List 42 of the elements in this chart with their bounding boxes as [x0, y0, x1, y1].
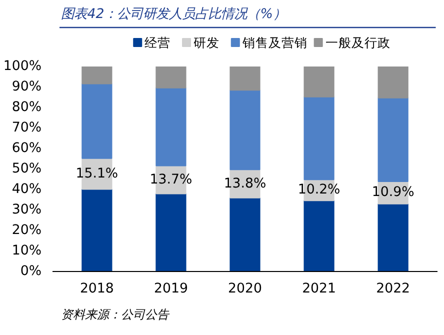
bar	[82, 188, 112, 272]
y-tick-label: 70%	[12, 120, 42, 136]
x-tick-label: 2020	[228, 282, 262, 296]
y-tick-label: 40%	[12, 182, 42, 197]
x-tick-label: 2022	[376, 282, 410, 296]
bar	[230, 197, 260, 272]
x-tick-label: 2018	[80, 282, 114, 296]
legend-label: 销售及营销	[241, 35, 308, 50]
x-tick-label: 2021	[302, 282, 336, 296]
legend-label: 经营	[144, 35, 171, 50]
y-tick-label: 20%	[12, 223, 42, 238]
legend-label: 研发	[193, 35, 220, 50]
y-tick-label: 100%	[3, 59, 42, 74]
legend-label: 一般及行政	[325, 35, 390, 50]
data-label: 15.1%	[76, 166, 118, 182]
bar	[304, 200, 334, 272]
y-tick-label: 10%	[12, 244, 42, 258]
y-tick-label: 90%	[12, 80, 42, 94]
bar	[156, 87, 186, 166]
bar	[230, 90, 260, 170]
bar	[304, 66, 334, 98]
bar	[156, 193, 186, 272]
data-label: 10.9%	[372, 185, 414, 200]
y-tick-label: 0%	[20, 264, 42, 279]
x-tick-label: 2019	[154, 282, 188, 296]
bar	[304, 96, 334, 180]
bar	[378, 203, 408, 272]
data-label: 10.2%	[298, 182, 340, 198]
bar	[230, 66, 260, 91]
data-label: 13.8%	[224, 176, 266, 192]
bar	[378, 66, 408, 98]
data-label: 13.7%	[150, 172, 192, 188]
y-tick-label: 60%	[12, 141, 42, 156]
text: 资料来源：公司公告	[61, 308, 170, 322]
chart-title: 图表42：公司研发人员占比情况（%）	[61, 7, 286, 22]
bar	[82, 83, 112, 159]
bar	[156, 66, 186, 88]
bar	[82, 66, 112, 84]
y-tick-label: 50%	[12, 162, 42, 176]
bar	[378, 97, 408, 182]
y-tick-label: 30%	[12, 202, 42, 218]
y-tick-label: 80%	[12, 100, 42, 115]
